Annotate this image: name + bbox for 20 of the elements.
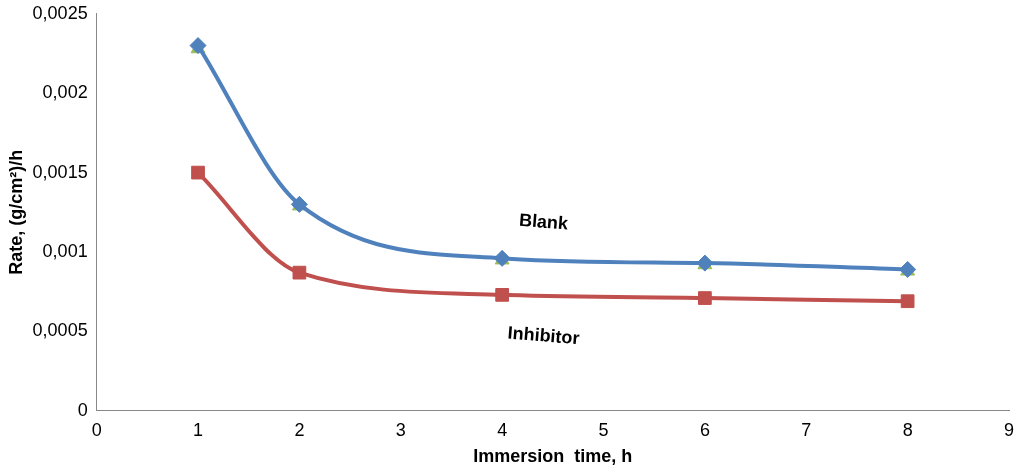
series-label: Blank (518, 209, 570, 234)
x-tick-label: 9 (1003, 419, 1015, 440)
y-tick-label: 0,0025 (32, 2, 88, 23)
y-tick-label: 0,0015 (32, 161, 88, 182)
x-axis-title: Immersion time, h (473, 446, 633, 467)
y-tick-label: 0,002 (42, 82, 88, 103)
x-tick-label: 2 (294, 419, 305, 440)
x-tick-label: 5 (598, 419, 609, 440)
y-tick-label: 0,001 (42, 240, 88, 261)
x-tick-label: 1 (193, 419, 204, 440)
x-tick-label: 4 (497, 419, 508, 440)
y-axis-title: Rate, (g/cm²)/h (5, 149, 26, 275)
x-tick-label: 6 (699, 419, 710, 440)
x-tick-label: 8 (902, 419, 913, 440)
x-tick-label: 7 (801, 419, 812, 440)
y-tick-label: 0 (77, 399, 88, 420)
y-tick-label: 0,0005 (32, 320, 88, 341)
x-tick-label: 0 (91, 419, 102, 440)
x-tick-label: 3 (395, 419, 406, 440)
series-label: Inhibitor (506, 322, 581, 349)
